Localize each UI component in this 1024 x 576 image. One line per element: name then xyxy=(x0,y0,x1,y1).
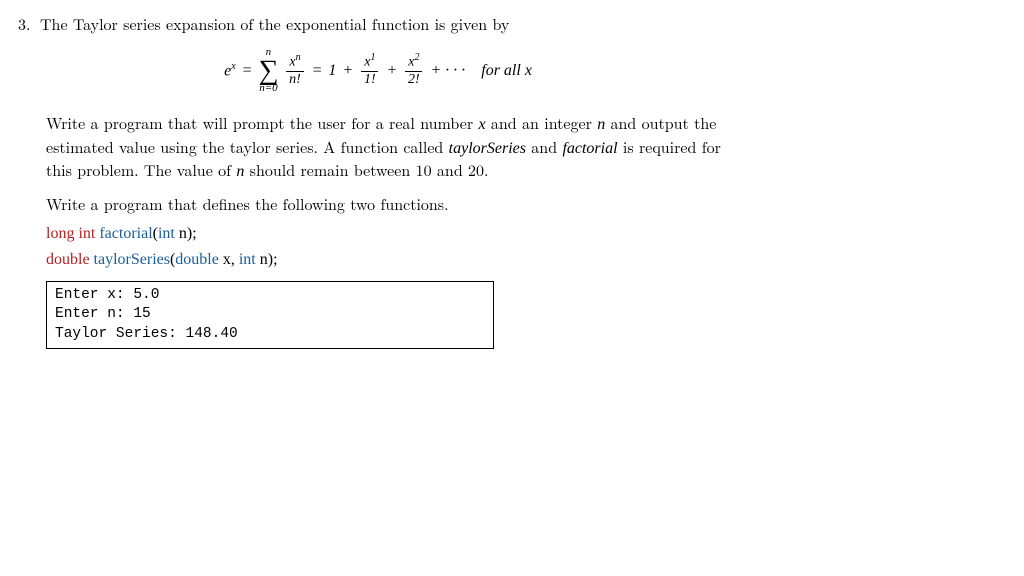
declaration-taylorseries: double taylorSeries(double x, int n); xyxy=(46,251,738,269)
sample-output-box: Enter x: 5.0 Enter n: 15 Taylor Series: … xyxy=(46,281,494,350)
output-line-3: Taylor Series: 148.40 xyxy=(55,325,485,345)
output-line-2: Enter n: 15 xyxy=(55,305,485,325)
declaration-factorial: long int factorial(int n); xyxy=(46,225,738,243)
lhs: ex xyxy=(224,61,236,80)
paragraph-2: Write a program that defines the followi… xyxy=(46,193,738,215)
equation-condition: for all x xyxy=(481,62,532,80)
term-1: x1 1! xyxy=(361,53,378,88)
problem-number: 3. xyxy=(18,12,40,35)
sigma-block: n ∑ n=0 xyxy=(258,47,278,94)
sigma-icon: ∑ xyxy=(258,58,278,83)
term-2: x2 2! xyxy=(405,53,422,88)
paragraph-1: Write a program that will prompt the use… xyxy=(46,112,738,183)
output-line-1: Enter x: 5.0 xyxy=(55,286,485,306)
general-term: xn n! xyxy=(286,53,303,88)
problem-heading: 3.The Taylor series expansion of the exp… xyxy=(18,12,738,35)
equation-display: ex = n ∑ n=0 xn n! = 1 + x1 1! + x2 2! xyxy=(18,47,738,94)
intro-text: The Taylor series expansion of the expon… xyxy=(40,12,509,35)
